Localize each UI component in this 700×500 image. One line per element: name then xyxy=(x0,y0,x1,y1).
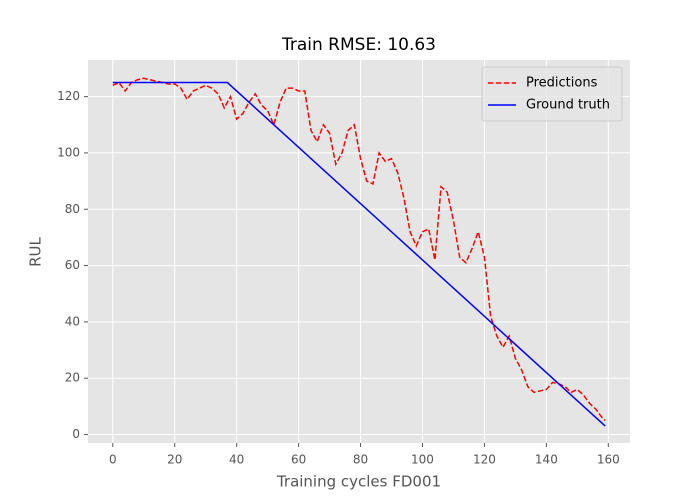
y-tick-label: 120 xyxy=(57,89,80,103)
x-tick-label: 160 xyxy=(597,453,620,467)
x-tick-label: 100 xyxy=(411,453,434,467)
x-axis-label: Training cycles FD001 xyxy=(276,473,441,491)
chart-title: Train RMSE: 10.63 xyxy=(281,35,436,55)
y-tick-label: 100 xyxy=(57,145,80,159)
x-tick-label: 0 xyxy=(109,453,117,467)
y-tick-label: 40 xyxy=(65,314,80,328)
data-line xyxy=(112,77,606,422)
x-tick-label: 80 xyxy=(353,453,368,467)
legend-label: Ground truth xyxy=(526,98,610,113)
x-tick-label: 40 xyxy=(229,453,244,467)
y-tick-label: 20 xyxy=(65,371,80,385)
x-tick-label: 60 xyxy=(291,453,306,467)
legend-box xyxy=(481,66,623,122)
plot-area xyxy=(88,60,630,443)
y-axis-label: RUL xyxy=(27,236,45,266)
y-tick-label: 0 xyxy=(72,427,80,441)
data-line xyxy=(112,81,606,427)
x-tick-label: 140 xyxy=(535,453,558,467)
x-tick-label: 20 xyxy=(167,453,182,467)
x-tick-label: 120 xyxy=(473,453,496,467)
y-tick-label: 80 xyxy=(65,202,80,216)
legend-label: Predictions xyxy=(526,76,598,91)
y-tick-label: 60 xyxy=(65,258,80,272)
